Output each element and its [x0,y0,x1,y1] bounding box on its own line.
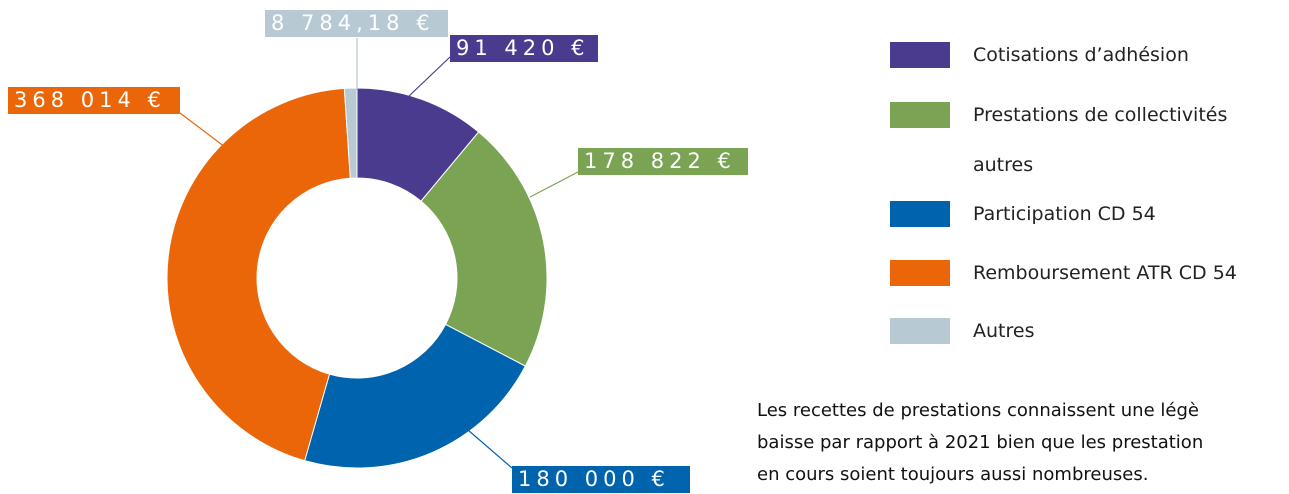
label-box [450,35,598,62]
data-label: 368 014 € [14,88,166,112]
note-line: en cours soient toujours aussi nombreuse… [757,464,1149,485]
data-label: 180 000 € [518,467,670,491]
label-box [512,466,690,493]
legend-swatch [890,201,950,227]
leader-line [179,112,226,148]
legend-label: Remboursement ATR CD 54 [973,262,1237,284]
legend-label: Cotisations d’adhésion [973,44,1189,66]
legend-item: Remboursement ATR CD 54 [890,260,1283,298]
label-box [578,148,748,175]
legend-swatch [890,260,950,286]
donut-slice [343,87,358,179]
donut-slice [420,131,548,367]
note-line: baisse par rapport à 2021 bien que les p… [757,432,1204,453]
legend-item: Participation CD 54 [890,201,1283,239]
data-label: 8 784,18 € [271,11,435,35]
leader-line [467,429,513,469]
legend-item: Autres [890,318,1283,356]
label-box [8,87,180,114]
legend-swatch [890,42,950,68]
leader-line [529,171,579,198]
legend-label: Participation CD 54 [973,203,1156,225]
legend-item: Prestations de collectivités autres [890,102,1283,190]
data-label: 178 822 € [584,149,736,173]
legend-swatch [890,102,950,128]
legend-swatch [890,318,950,344]
data-label: 91 420 € [456,36,590,60]
legend-item: Cotisations d’adhésion [890,42,1283,80]
leader-line [407,56,451,98]
legend-label: Prestations de collectivités autres [973,104,1228,176]
label-box [265,10,448,37]
note: Les recettes de prestations connaissent … [757,395,1289,491]
note-line: Les recettes de prestations connaissent … [757,400,1199,421]
legend-label: Autres [973,320,1035,342]
donut-slice [166,87,351,462]
donut-slice [304,323,527,469]
